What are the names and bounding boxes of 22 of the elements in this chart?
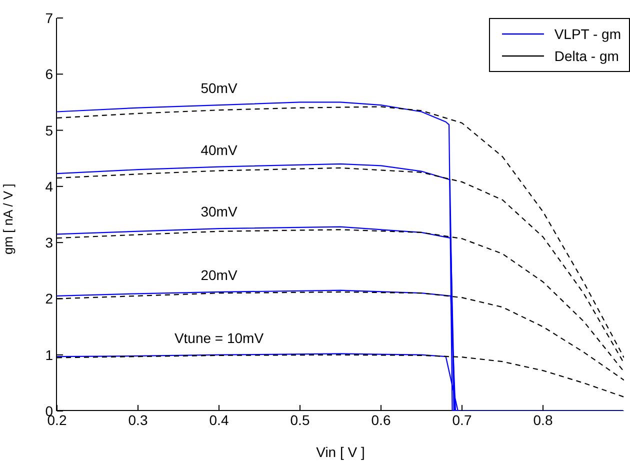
y-tick-label: 4 xyxy=(45,178,54,194)
y-tick-label: 1 xyxy=(45,346,54,363)
y-tick-label: 3 xyxy=(45,234,54,251)
x-tick-label: 0.7 xyxy=(452,412,472,428)
annotation: Vtune = 10mV xyxy=(174,330,264,346)
y-tick-label: 2 xyxy=(45,290,54,307)
y-axis-title: gm [ nA / V ] xyxy=(0,184,16,254)
legend-label: Delta - gm xyxy=(554,48,619,64)
y-tick-label: 5 xyxy=(45,122,54,138)
x-axis-title: Vin [ V ] xyxy=(316,444,365,460)
legend-label: VLPT - gm xyxy=(554,26,621,42)
x-tick-label: 0.6 xyxy=(371,412,391,428)
y-tick-label: 7 xyxy=(45,10,54,26)
x-tick-label: 0.8 xyxy=(533,412,553,428)
x-tick-label: 0.4 xyxy=(209,412,229,428)
annotation: 30mV xyxy=(200,204,238,220)
x-tick-label: 0.5 xyxy=(290,412,310,428)
y-tick-label: 6 xyxy=(45,66,54,82)
annotation: 50mV xyxy=(200,80,238,96)
x-tick-label: 0.3 xyxy=(128,412,148,428)
annotation: 20mV xyxy=(200,266,238,283)
annotation: 40mV xyxy=(200,142,238,158)
